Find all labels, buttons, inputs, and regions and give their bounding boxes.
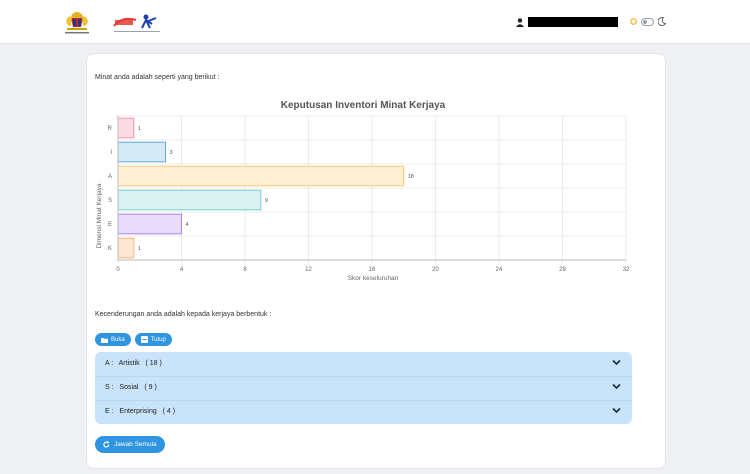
accordion-item-label: E : Enterprising ( 4 ): [105, 408, 175, 415]
chart-xlabel: Skor keseluruhan: [348, 275, 399, 282]
y-tick-label: I: [110, 150, 112, 156]
accordion-item-label: S : Sosial ( 9 ): [105, 384, 157, 391]
x-tick-label: 0: [116, 267, 120, 273]
accordion-item-sosial[interactable]: S : Sosial ( 9 ): [95, 376, 632, 400]
interest-chart: Keputusan Inventori Minat Kerjaya Dimens…: [96, 100, 630, 282]
brand-logo: [113, 14, 160, 32]
open-all-label: Buka: [111, 336, 125, 343]
close-all-button[interactable]: Tutup: [134, 333, 172, 346]
bar-value-label: 1: [138, 126, 141, 132]
y-tick-label: R: [108, 126, 113, 132]
bar-value-label: 1: [138, 246, 141, 252]
x-tick-label: 28: [559, 267, 566, 273]
close-all-label: Tutup: [150, 336, 166, 343]
theme-switcher[interactable]: [629, 17, 666, 26]
accordion-divider: [95, 376, 632, 377]
result-card: Minat anda adalah seperti yang berikut :…: [86, 53, 666, 469]
accordion-item-artistik[interactable]: A : Artistik ( 18 ): [95, 352, 632, 376]
chevron-down-icon: [612, 383, 621, 390]
bar-s: [117, 189, 262, 211]
intro-text: Minat anda adalah seperti yang berikut :: [95, 74, 220, 81]
retry-label: Jawab Semula: [114, 441, 157, 448]
folder-open-icon: [101, 337, 108, 343]
toggle-knob: [643, 19, 647, 24]
user-icon: [516, 17, 524, 27]
open-all-button[interactable]: Buka: [95, 333, 131, 346]
chevron-down-icon: [612, 359, 621, 366]
bar-i: [117, 141, 167, 163]
chart-ylabel: Dimensi Minat Kerjaya: [96, 183, 103, 248]
x-tick-label: 20: [432, 267, 439, 273]
x-tick-label: 16: [369, 267, 376, 273]
accordion-item-score: ( 4 ): [162, 408, 176, 415]
bar-value-label: 3: [170, 150, 173, 156]
accordion-item-name: Artistik: [118, 360, 140, 367]
retry-button[interactable]: Jawab Semula: [95, 436, 165, 453]
x-tick-label: 8: [243, 267, 247, 273]
redo-icon: [103, 441, 110, 448]
accordion-divider: [95, 400, 632, 401]
accordion-item-score: ( 9 ): [144, 384, 157, 391]
y-tick-label: A: [108, 174, 112, 180]
bar-value-label: 9: [265, 198, 268, 204]
user-menu[interactable]: [516, 17, 618, 27]
user-name-redacted: [528, 17, 618, 27]
accordion-item-code: S :: [105, 384, 114, 391]
accordion-item-code: A :: [105, 360, 114, 367]
bar-value-label: 18: [408, 174, 414, 180]
bar-r: [117, 117, 135, 139]
y-tick-label: S: [108, 198, 112, 204]
moon-icon: [658, 17, 666, 26]
x-tick-label: 12: [305, 267, 312, 273]
bar-value-label: 4: [186, 222, 189, 228]
bar-e: [117, 213, 182, 235]
expand-collapse-controls: Buka Tutup: [95, 333, 176, 346]
x-tick-label: 24: [496, 267, 503, 273]
accordion-item-code: E :: [105, 408, 114, 415]
y-tick-label: K: [108, 246, 112, 252]
accordion-item-score: ( 18 ): [145, 360, 162, 367]
y-tick-label: E: [108, 222, 112, 228]
accordion-item-name: Sosial: [119, 384, 139, 391]
tendency-text: Kecenderungan anda adalah kepada kerjaya…: [95, 311, 272, 318]
chevron-down-icon: [612, 407, 621, 414]
bar-a: [117, 165, 405, 187]
top-navbar: [0, 0, 750, 44]
bar-k: [117, 237, 135, 259]
minus-square-icon: [140, 336, 148, 343]
x-tick-label: 32: [623, 267, 630, 273]
x-tick-label: 4: [180, 267, 184, 273]
accordion-item-enterprising[interactable]: E : Enterprising ( 4 ): [95, 400, 632, 424]
accordion-item-name: Enterprising: [119, 408, 157, 415]
career-accordion: A : Artistik ( 18 ) S : Sosial ( 9 ) E :…: [95, 352, 632, 424]
sun-icon: [630, 18, 637, 25]
government-crest-logo: [65, 12, 89, 34]
chart-title: Keputusan Inventori Minat Kerjaya: [281, 100, 446, 111]
theme-toggle[interactable]: [641, 17, 654, 26]
accordion-item-label: A : Artistik ( 18 ): [105, 360, 162, 367]
